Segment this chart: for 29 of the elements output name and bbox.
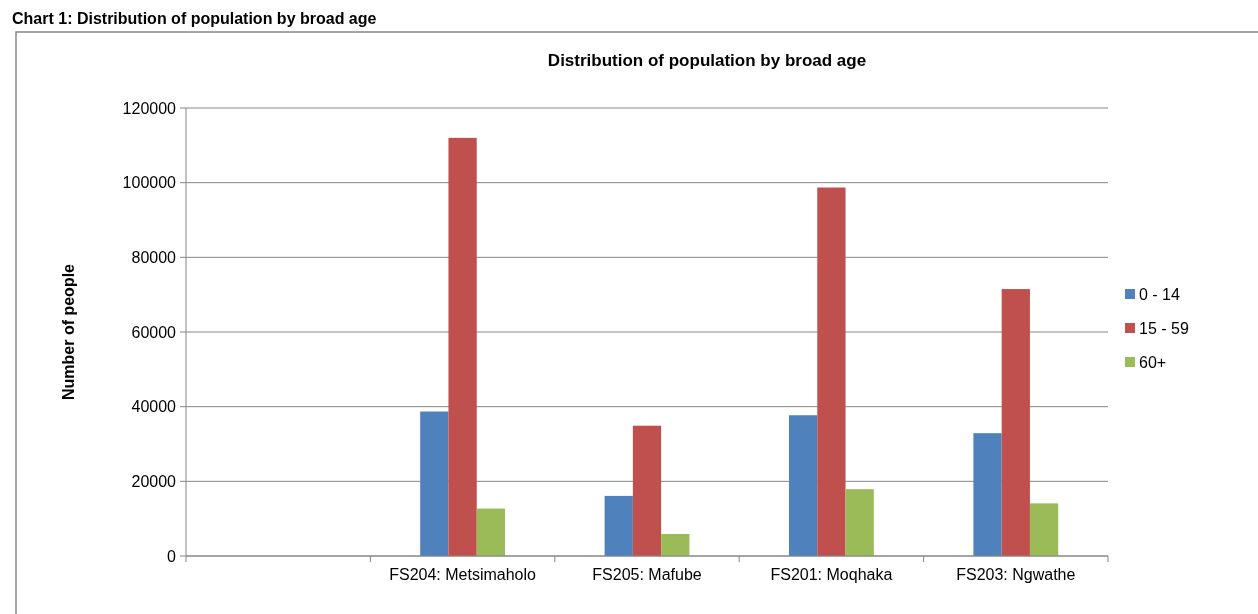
bar	[845, 489, 874, 556]
y-tick-label: 40000	[131, 398, 177, 416]
bar	[448, 137, 477, 556]
x-tick-label: FS205: Mafube	[592, 566, 702, 583]
bar	[817, 187, 846, 556]
bar	[661, 533, 690, 556]
legend-label: 60+	[1139, 353, 1167, 371]
bar	[1029, 503, 1059, 556]
caption: Chart 1: Distribution of population by broad age	[12, 10, 377, 27]
legend-label: 0 - 14	[1139, 285, 1181, 303]
bar	[476, 508, 506, 556]
y-tick-label: 100000	[122, 174, 177, 192]
y-tick-label: 20000	[131, 472, 177, 490]
x-tick-label: FS201: Moqhaka	[770, 566, 893, 583]
y-tick-label: 0	[167, 547, 177, 565]
chart-title: Distribution of population by broad age	[547, 51, 867, 70]
y-axis-title: Number of people	[60, 263, 77, 401]
bar	[973, 433, 1002, 556]
bar	[632, 425, 662, 556]
y-tick-label: 60000	[131, 323, 177, 341]
bar	[788, 415, 818, 556]
x-tick-label: FS204: Metsimaholo	[389, 566, 537, 583]
bar	[1001, 289, 1030, 556]
x-tick-label: FS203: Ngwathe	[956, 566, 1076, 583]
bar	[420, 411, 449, 556]
y-tick-label: 80000	[131, 248, 177, 266]
y-tick-label: 120000	[122, 99, 177, 117]
bar	[604, 495, 633, 556]
legend-label: 15 - 59	[1139, 319, 1189, 337]
